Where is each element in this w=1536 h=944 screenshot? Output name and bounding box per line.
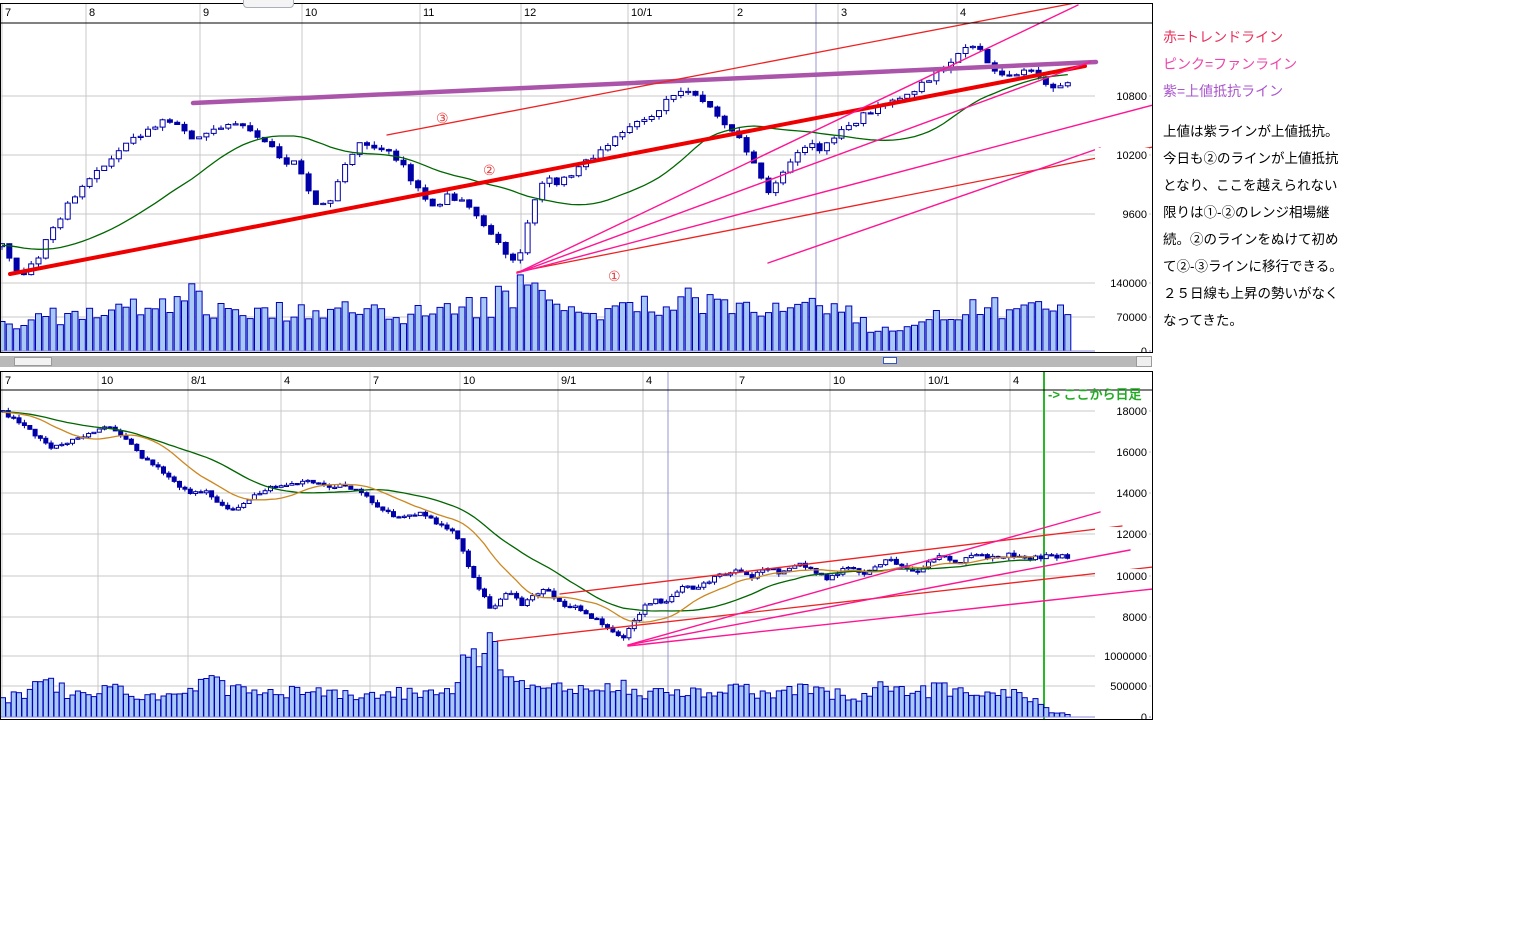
v-gridlines — [1, 372, 1011, 717]
trend-lines — [8, 3, 1153, 276]
svg-text:9: 9 — [203, 7, 209, 19]
svg-text:10200: 10200 — [1116, 150, 1147, 162]
v-gridlines — [1, 4, 958, 352]
moving-average — [2, 411, 1036, 623]
svg-text:3: 3 — [841, 7, 847, 19]
commentary-text: 上値は紫ラインが上値抵抗。 今日も②のラインが上値抵抗 となり、ここを越えられな… — [1163, 124, 1343, 328]
svg-text:10/1: 10/1 — [631, 7, 652, 19]
legend-red-text: 赤=トレンドライン — [1163, 29, 1284, 45]
red-channel-top — [559, 525, 1123, 595]
svg-text:7: 7 — [739, 375, 745, 387]
svg-text:8/1: 8/1 — [191, 375, 206, 387]
volume-bars — [1, 632, 1071, 717]
svg-text:11: 11 — [423, 7, 434, 19]
pink-fan-1 — [516, 4, 1079, 274]
pink-fan-c — [627, 588, 1153, 647]
svg-text:0: 0 — [1141, 712, 1147, 720]
pink-fan-4 — [767, 147, 1101, 264]
volume-bars — [1, 274, 1072, 352]
legend-purple-resistance: 紫=上値抵抗ライン — [1163, 78, 1528, 105]
pink-fan-a — [627, 511, 1101, 646]
svg-text:9600: 9600 — [1123, 209, 1147, 221]
svg-text:4: 4 — [1013, 375, 1019, 387]
bottom-chart[interactable]: 18000 16000 14000 12000 10000 8000 1000000 5000… — [0, 371, 1153, 720]
thin-red-channel-top — [386, 3, 1076, 136]
fan-label-2: ② — [483, 162, 496, 178]
fan-label-3: ③ — [436, 110, 449, 126]
commentary-panel: 赤=トレンドライン ピンク=ファンライン 紫=上値抵抗ライン 上値は紫ラインが上… — [1163, 24, 1528, 334]
svg-text:14000: 14000 — [1116, 488, 1147, 500]
svg-text:10000: 10000 — [1116, 571, 1147, 583]
pink-fan-3 — [516, 104, 1153, 274]
legend-pink-fanline: ピンク=ファンライン — [1163, 51, 1528, 78]
svg-text:12000: 12000 — [1116, 529, 1147, 541]
x-axis-labels: 7 8 9 10 11 12 10/1 2 3 4 — [5, 7, 966, 19]
svg-text:16000: 16000 — [1116, 447, 1147, 459]
svg-text:4: 4 — [646, 375, 652, 387]
pink-fan-b — [627, 549, 1131, 646]
svg-text:10: 10 — [463, 375, 475, 387]
trend-lines — [496, 511, 1153, 647]
red-channel-bot — [496, 566, 1153, 642]
scrollbar-track[interactable] — [0, 356, 1152, 367]
svg-text:8000: 8000 — [1123, 612, 1147, 624]
svg-text:7: 7 — [5, 7, 11, 19]
svg-text:10: 10 — [305, 7, 317, 19]
svg-text:2: 2 — [737, 7, 743, 19]
svg-text:12: 12 — [524, 7, 536, 19]
svg-text:10/1: 10/1 — [928, 375, 949, 387]
svg-text:7: 7 — [373, 375, 379, 387]
scrollbar-thumb[interactable] — [14, 357, 52, 366]
svg-text:10: 10 — [101, 375, 113, 387]
pink-fan-2 — [516, 61, 1091, 274]
legend-red-trendline: 赤=トレンドライン — [1163, 24, 1528, 51]
y-axis-labels: 10800 10200 9600 140000 70000 0 — [1095, 89, 1149, 353]
fan-label-1: ① — [608, 268, 621, 284]
scrollbar-right-arrow-button[interactable] — [1136, 356, 1152, 367]
top-chart[interactable]: 10800 10200 9600 140000 70000 0 7 8 9 10 11 12 10/1 2… — [0, 3, 1153, 353]
legend-pink-text: ピンク=ファンライン — [1163, 56, 1298, 72]
y-axis-labels: 18000 16000 14000 12000 10000 8000 1000000 5000… — [1095, 404, 1149, 720]
scrollbar-marker[interactable] — [883, 357, 897, 364]
thin-red-channel-bot — [516, 146, 1153, 273]
svg-text:10: 10 — [833, 375, 845, 387]
x-axis-labels: 7 10 8/1 4 7 10 9/1 4 7 10 10/1 4 — [5, 375, 1019, 387]
svg-text:70000: 70000 — [1116, 312, 1147, 324]
svg-text:10800: 10800 — [1116, 91, 1147, 103]
moving-average — [1, 73, 1068, 250]
svg-text:7: 7 — [5, 375, 11, 387]
svg-text:4: 4 — [284, 375, 290, 387]
svg-text:140000: 140000 — [1110, 278, 1147, 290]
svg-text:500000: 500000 — [1110, 681, 1147, 693]
svg-text:1000000: 1000000 — [1104, 651, 1147, 663]
svg-text:18000: 18000 — [1116, 406, 1147, 418]
svg-text:0: 0 — [1141, 346, 1147, 353]
daily-section-label: -> ここから日足 — [1048, 387, 1142, 402]
svg-text:9/1: 9/1 — [561, 375, 576, 387]
clipped-toolbar-button[interactable] — [243, 0, 294, 8]
svg-text:4: 4 — [960, 7, 966, 19]
thick-red-trendline — [8, 64, 1087, 276]
legend-purple-text: 紫=上値抵抗ライン — [1163, 83, 1284, 99]
svg-text:8: 8 — [89, 7, 95, 19]
